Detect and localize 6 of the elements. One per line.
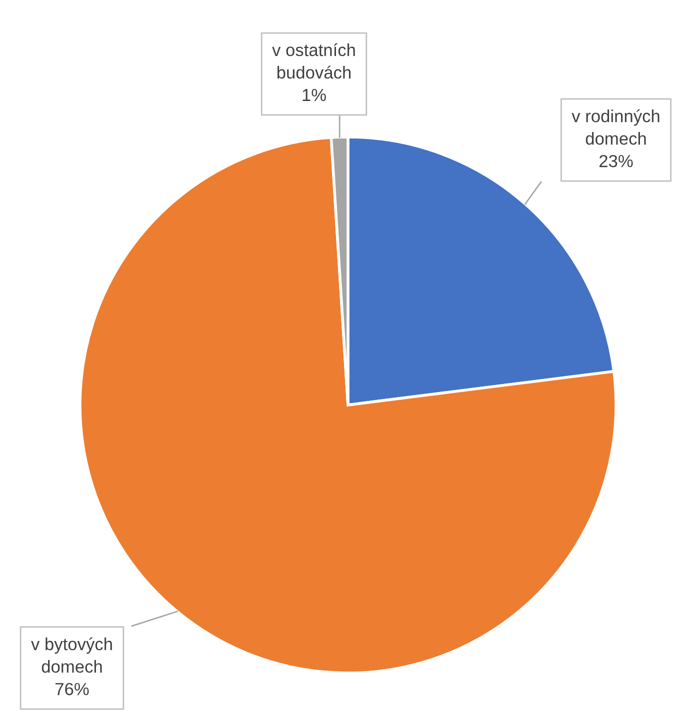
data-label: 76% xyxy=(56,682,89,696)
slice-label: v rodinných domech xyxy=(572,109,660,145)
slice-label: v ostatních budovách xyxy=(272,43,355,79)
data-label: 1% xyxy=(302,88,326,102)
data-label: 23% xyxy=(600,154,633,168)
slice-label: v bytových domech xyxy=(31,637,112,673)
